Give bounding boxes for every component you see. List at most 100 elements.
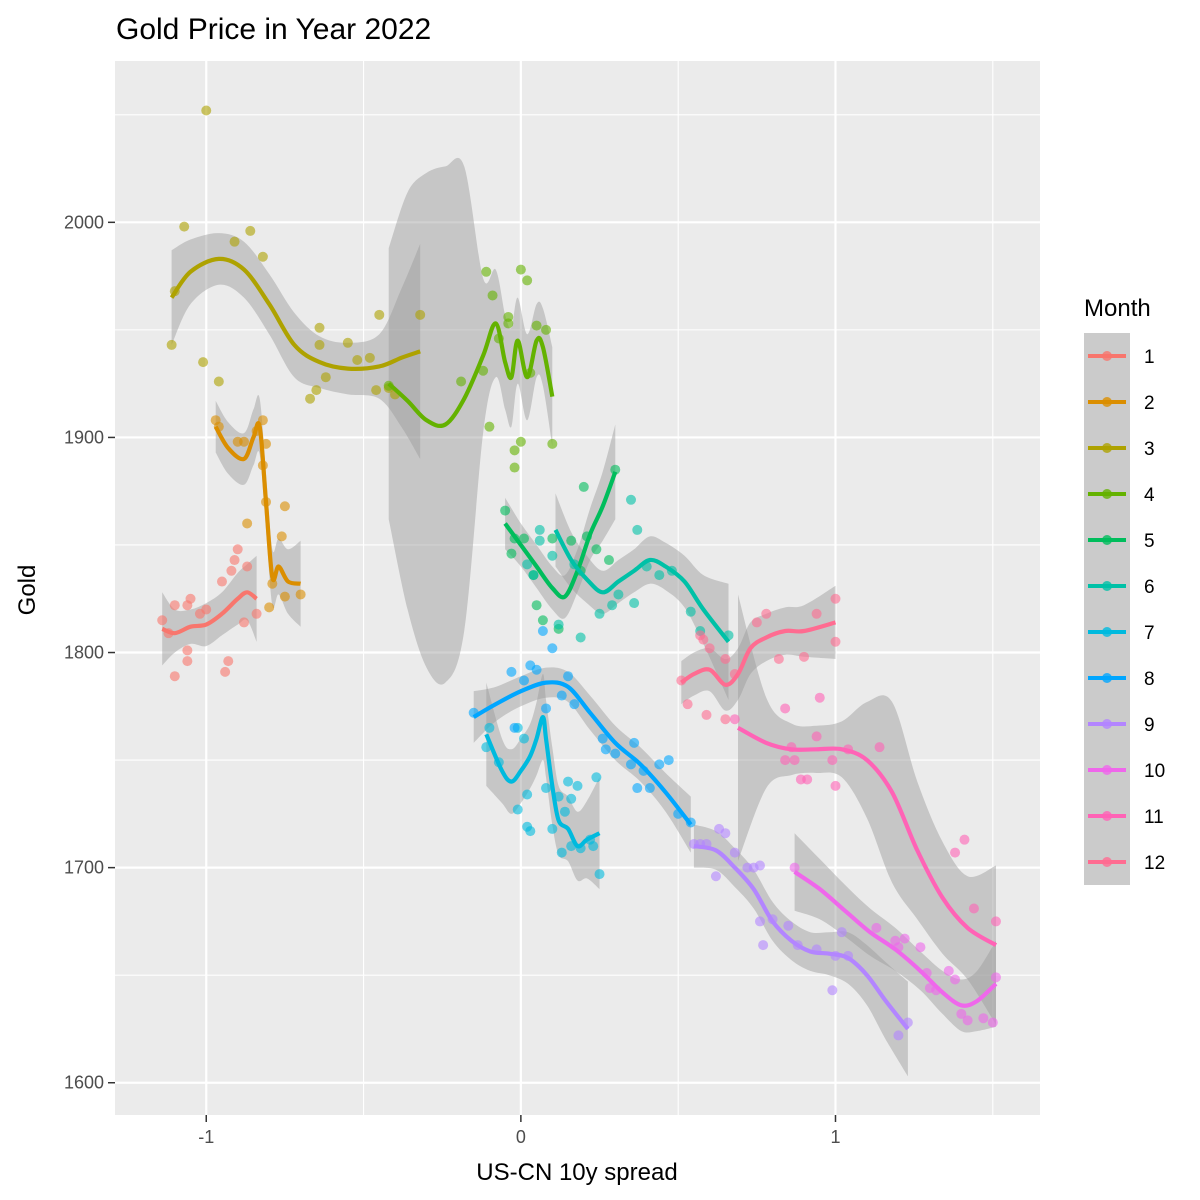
data-point-month-11 <box>968 903 979 914</box>
data-point-month-7 <box>547 823 558 834</box>
data-point-month-11 <box>729 714 740 725</box>
data-point-month-1 <box>229 555 240 566</box>
legend-key-point <box>1102 443 1112 453</box>
data-point-month-8 <box>531 664 542 675</box>
data-point-month-1 <box>182 645 193 656</box>
legend-label-month-7: 7 <box>1144 623 1155 644</box>
data-point-month-10 <box>978 1013 989 1024</box>
legend-key-month-1 <box>1088 351 1126 361</box>
x-axis: -1 0 1 <box>198 1115 841 1147</box>
data-point-month-12 <box>761 608 772 619</box>
legend-key-month-9 <box>1088 719 1126 729</box>
data-point-month-1 <box>157 615 168 626</box>
data-point-month-8 <box>625 759 636 770</box>
data-point-month-5 <box>547 533 558 544</box>
data-point-month-2 <box>279 591 290 602</box>
smooth-line-month-7 <box>484 714 601 849</box>
data-point-month-11 <box>827 755 838 766</box>
data-point-month-3 <box>305 393 316 404</box>
data-point-month-7 <box>519 733 530 744</box>
data-point-month-2 <box>279 501 290 512</box>
data-point-month-5 <box>519 533 530 544</box>
data-point-month-4 <box>541 324 552 335</box>
data-point-month-1 <box>242 561 253 572</box>
data-point-month-6 <box>613 589 624 600</box>
data-point-month-12 <box>751 617 762 628</box>
data-point-month-11 <box>950 847 961 858</box>
legend-key-point <box>1102 857 1112 867</box>
data-point-month-3 <box>320 372 331 383</box>
legend-key-month-10 <box>1088 765 1126 775</box>
smooth-line-month-8 <box>472 680 693 826</box>
legend-key-month-5 <box>1088 535 1126 545</box>
data-point-month-7 <box>512 804 523 815</box>
data-point-month-11 <box>789 755 800 766</box>
data-point-month-3 <box>229 236 240 247</box>
data-point-month-2 <box>238 436 249 447</box>
data-point-month-2 <box>264 602 275 613</box>
data-point-month-6 <box>654 570 665 581</box>
data-point-month-7 <box>541 783 552 794</box>
data-point-month-8 <box>632 783 643 794</box>
legend-key-point <box>1102 489 1112 499</box>
legend-key-point <box>1102 719 1112 729</box>
data-point-month-1 <box>182 656 193 667</box>
data-point-month-8 <box>597 733 608 744</box>
data-point-month-12 <box>811 608 822 619</box>
chart-title: Gold Price in Year 2022 <box>116 13 431 46</box>
data-point-month-3 <box>311 385 322 396</box>
data-point-month-12 <box>704 643 715 654</box>
data-point-month-4 <box>484 421 495 432</box>
data-point-month-9 <box>783 920 794 931</box>
data-point-month-6 <box>625 494 636 505</box>
legend-key-month-3 <box>1088 443 1126 453</box>
data-point-month-10 <box>962 1015 973 1026</box>
y-tick-label: 2000 <box>64 212 104 232</box>
data-point-month-8 <box>654 759 665 770</box>
data-point-month-6 <box>685 606 696 617</box>
data-point-month-8 <box>556 690 567 701</box>
data-point-month-7 <box>572 780 583 791</box>
data-point-month-8 <box>610 748 621 759</box>
data-point-month-8 <box>629 737 640 748</box>
legend-key-month-7 <box>1088 627 1126 637</box>
data-point-month-3 <box>342 337 353 348</box>
plot-panel <box>115 61 1040 1115</box>
data-point-month-2 <box>295 589 306 600</box>
data-point-month-3 <box>364 352 375 363</box>
y-tick-label: 1900 <box>64 427 104 447</box>
data-point-month-1 <box>169 671 180 682</box>
data-point-month-6 <box>632 524 643 535</box>
data-point-month-9 <box>836 927 847 938</box>
data-point-month-7 <box>594 869 605 880</box>
data-point-month-11 <box>959 834 970 845</box>
legend-key-month-4 <box>1088 489 1126 499</box>
data-point-month-1 <box>216 576 227 587</box>
legend-label-month-10: 10 <box>1144 761 1165 782</box>
data-point-month-11 <box>802 774 813 785</box>
data-point-month-7 <box>566 793 577 804</box>
data-point-month-11 <box>814 692 825 703</box>
data-point-month-7 <box>484 722 495 733</box>
y-tick-label: 1600 <box>64 1073 104 1093</box>
data-point-month-4 <box>503 311 514 322</box>
data-point-month-3 <box>415 309 426 320</box>
data-point-month-8 <box>563 671 574 682</box>
data-point-month-8 <box>644 783 655 794</box>
data-point-month-5 <box>537 615 548 626</box>
data-point-month-10 <box>956 1008 967 1019</box>
smooth-line-month-12 <box>680 620 837 687</box>
legend-title: Month <box>1084 295 1151 322</box>
x-tick-label: 1 <box>830 1127 840 1147</box>
y-tick-label: 1700 <box>64 858 104 878</box>
data-point-month-1 <box>169 600 180 611</box>
smooth-lines <box>161 256 998 1031</box>
legend-key-background <box>1084 333 1130 885</box>
data-point-month-8 <box>600 744 611 755</box>
data-point-month-8 <box>541 703 552 714</box>
data-point-month-6 <box>522 559 533 570</box>
data-point-month-3 <box>201 105 212 116</box>
data-point-month-2 <box>276 531 287 542</box>
data-point-month-9 <box>754 860 765 871</box>
data-point-month-6 <box>553 619 564 630</box>
